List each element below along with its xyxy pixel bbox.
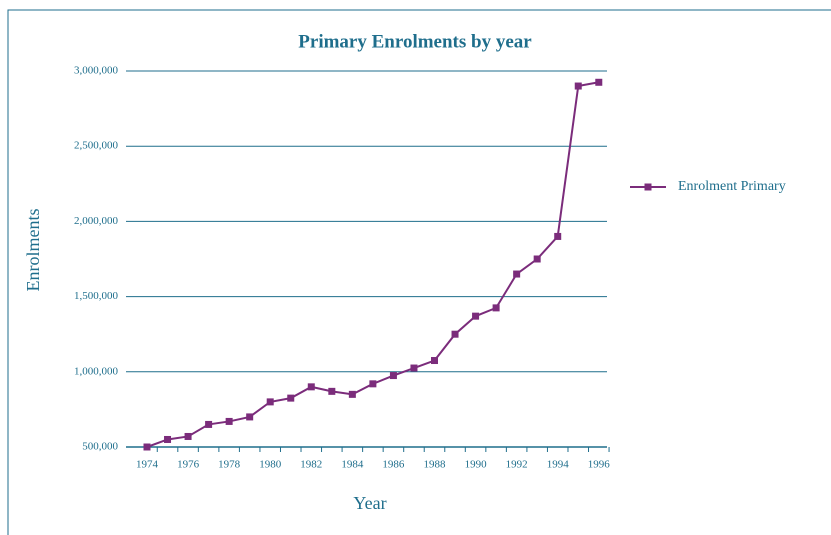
point-marker	[164, 435, 172, 443]
point-marker	[410, 364, 418, 372]
y-tick-label: 3,000,000	[74, 65, 119, 77]
legend-label: Enrolment Primary	[678, 179, 786, 194]
point-marker	[287, 394, 295, 402]
point-marker	[451, 330, 459, 338]
point-marker	[533, 255, 541, 263]
point-marker	[225, 417, 233, 425]
y-tick-label: 500,000	[82, 441, 118, 453]
y-tick-label: 1,000,000	[74, 365, 119, 377]
x-axis-title: Year	[353, 493, 386, 513]
point-marker	[205, 420, 213, 428]
point-marker	[328, 387, 336, 395]
x-tick-label: 1978	[218, 459, 241, 471]
x-tick-label: 1982	[300, 459, 322, 471]
point-marker	[554, 232, 562, 240]
point-marker	[143, 443, 151, 451]
y-tick-label: 2,500,000	[74, 140, 119, 152]
x-tick-label: 1984	[341, 459, 364, 471]
point-marker	[513, 270, 521, 278]
y-axis-title: Enrolments	[23, 209, 43, 292]
x-tick-label: 1990	[465, 459, 488, 471]
x-tick-label: 1992	[506, 459, 528, 471]
point-marker	[348, 390, 356, 398]
series-line	[146, 81, 599, 448]
y-tick-label: 1,500,000	[74, 290, 119, 302]
x-tick-label: 1976	[177, 459, 200, 471]
frame	[7, 9, 831, 535]
point-marker	[369, 380, 377, 388]
point-marker	[492, 304, 500, 312]
x-tick-label: 1974	[136, 459, 159, 471]
x-tick-label: 1996	[588, 459, 611, 471]
point-marker	[266, 398, 274, 406]
x-tick-label: 1988	[424, 459, 447, 471]
x-tick-label: 1994	[547, 459, 570, 471]
legend-marker	[644, 183, 652, 191]
x-tick-label: 1980	[259, 459, 282, 471]
point-marker	[472, 312, 480, 320]
point-marker	[389, 372, 397, 380]
point-marker	[184, 432, 192, 440]
point-marker	[574, 82, 582, 90]
point-marker	[246, 413, 254, 421]
chart-title: Primary Enrolments by year	[298, 31, 532, 52]
x-tick-label: 1986	[382, 459, 405, 471]
y-tick-label: 2,000,000	[74, 215, 119, 227]
point-marker	[431, 357, 438, 365]
point-marker	[595, 78, 603, 86]
point-marker	[307, 383, 315, 391]
